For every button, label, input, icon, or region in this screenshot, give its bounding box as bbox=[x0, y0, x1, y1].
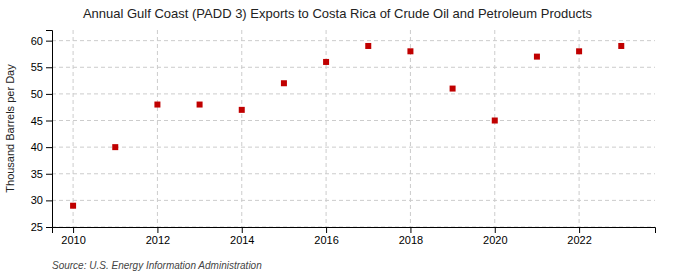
y-axis-label: Thousand Barrels per Day bbox=[4, 64, 16, 193]
tick-mark bbox=[495, 227, 496, 233]
tick-mark bbox=[326, 227, 327, 233]
grid-line-y bbox=[52, 120, 655, 121]
tick-label: 2014 bbox=[230, 234, 254, 246]
tick-mark bbox=[46, 67, 52, 68]
tick-label: 55 bbox=[31, 61, 43, 73]
axis-line bbox=[46, 31, 53, 228]
tick-mark bbox=[46, 94, 52, 95]
points bbox=[70, 43, 624, 209]
point bbox=[281, 80, 287, 86]
grid-line-y bbox=[52, 93, 655, 94]
tick-label: 45 bbox=[31, 115, 43, 127]
tick-label: 2022 bbox=[567, 234, 591, 246]
tick: 45 bbox=[31, 115, 52, 127]
tick-label: 50 bbox=[31, 88, 43, 100]
tick-mark bbox=[46, 41, 52, 42]
point bbox=[407, 48, 413, 54]
tick-label: 2020 bbox=[483, 234, 507, 246]
tick-mark bbox=[579, 227, 580, 233]
chart-container: 2010 2012 2014 2016 2018 2020 2022 25 30 35 40 45 50… bbox=[0, 0, 675, 275]
tick-mark bbox=[242, 227, 243, 233]
tick: 35 bbox=[31, 168, 52, 180]
tick-label: 25 bbox=[31, 221, 43, 233]
grid-line-y bbox=[52, 40, 655, 41]
tick-mark bbox=[46, 147, 52, 148]
tick: 2018 bbox=[399, 227, 423, 246]
point bbox=[576, 48, 582, 54]
tick-label: 60 bbox=[31, 35, 43, 47]
tick: 30 bbox=[31, 194, 52, 206]
grid bbox=[52, 30, 655, 227]
grid-line-x bbox=[410, 30, 411, 227]
grid-line-y bbox=[52, 147, 655, 148]
tick-label: 2018 bbox=[399, 234, 423, 246]
title: Annual Gulf Coast (PADD 3) Exports to Co… bbox=[83, 6, 593, 21]
tick-mark bbox=[46, 200, 52, 201]
tick: 50 bbox=[31, 88, 52, 100]
tick: 55 bbox=[31, 61, 52, 73]
tick: 2020 bbox=[483, 227, 507, 246]
tick-label: 40 bbox=[31, 141, 43, 153]
grid-line-y bbox=[52, 67, 655, 68]
point bbox=[239, 107, 245, 113]
tick-mark bbox=[46, 227, 52, 228]
tick-mark bbox=[157, 227, 158, 233]
grid-line-x bbox=[157, 30, 158, 227]
axis-line bbox=[53, 228, 656, 234]
annotation: Source: U.S. Energy Information Administ… bbox=[52, 260, 262, 271]
tick-mark bbox=[46, 121, 52, 122]
tick: 2010 bbox=[61, 227, 85, 246]
tick-mark bbox=[46, 174, 52, 175]
point bbox=[197, 102, 203, 108]
point bbox=[112, 144, 118, 150]
grid-line-y bbox=[52, 173, 655, 174]
point bbox=[618, 43, 624, 49]
grid-line-y bbox=[52, 200, 655, 201]
tick: 60 bbox=[31, 35, 52, 47]
tick-label: 2016 bbox=[314, 234, 338, 246]
point bbox=[450, 86, 456, 92]
chart-svg: 2010 2012 2014 2016 2018 2020 2022 25 30 35 40 45 50… bbox=[0, 0, 675, 275]
y-axis: 25 30 35 40 45 50 55 60 bbox=[31, 31, 53, 234]
tick-label: 30 bbox=[31, 194, 43, 206]
grid-line-x bbox=[579, 30, 580, 227]
tick-mark bbox=[410, 227, 411, 233]
point bbox=[154, 102, 160, 108]
tick: 2014 bbox=[230, 227, 254, 246]
plot-area: 2010 2012 2014 2016 2018 2020 2022 25 30 35 40 45 50… bbox=[31, 30, 656, 246]
x-axis: 2010 2012 2014 2016 2018 2020 2022 bbox=[53, 227, 656, 246]
grid-line-x bbox=[73, 30, 74, 227]
tick-label: 2012 bbox=[146, 234, 170, 246]
tick: 40 bbox=[31, 141, 52, 153]
grid-line-x bbox=[241, 30, 242, 227]
tick: 25 bbox=[31, 221, 52, 233]
tick: 2012 bbox=[146, 227, 170, 246]
point bbox=[534, 54, 540, 60]
tick: 2022 bbox=[567, 227, 591, 246]
point bbox=[323, 59, 329, 65]
tick: 2016 bbox=[314, 227, 338, 246]
tick-label: 2010 bbox=[61, 234, 85, 246]
grid-line-x bbox=[494, 30, 495, 227]
tick-mark bbox=[73, 227, 74, 233]
point bbox=[492, 118, 498, 124]
tick-label: 35 bbox=[31, 168, 43, 180]
point bbox=[365, 43, 371, 49]
point bbox=[70, 203, 76, 209]
